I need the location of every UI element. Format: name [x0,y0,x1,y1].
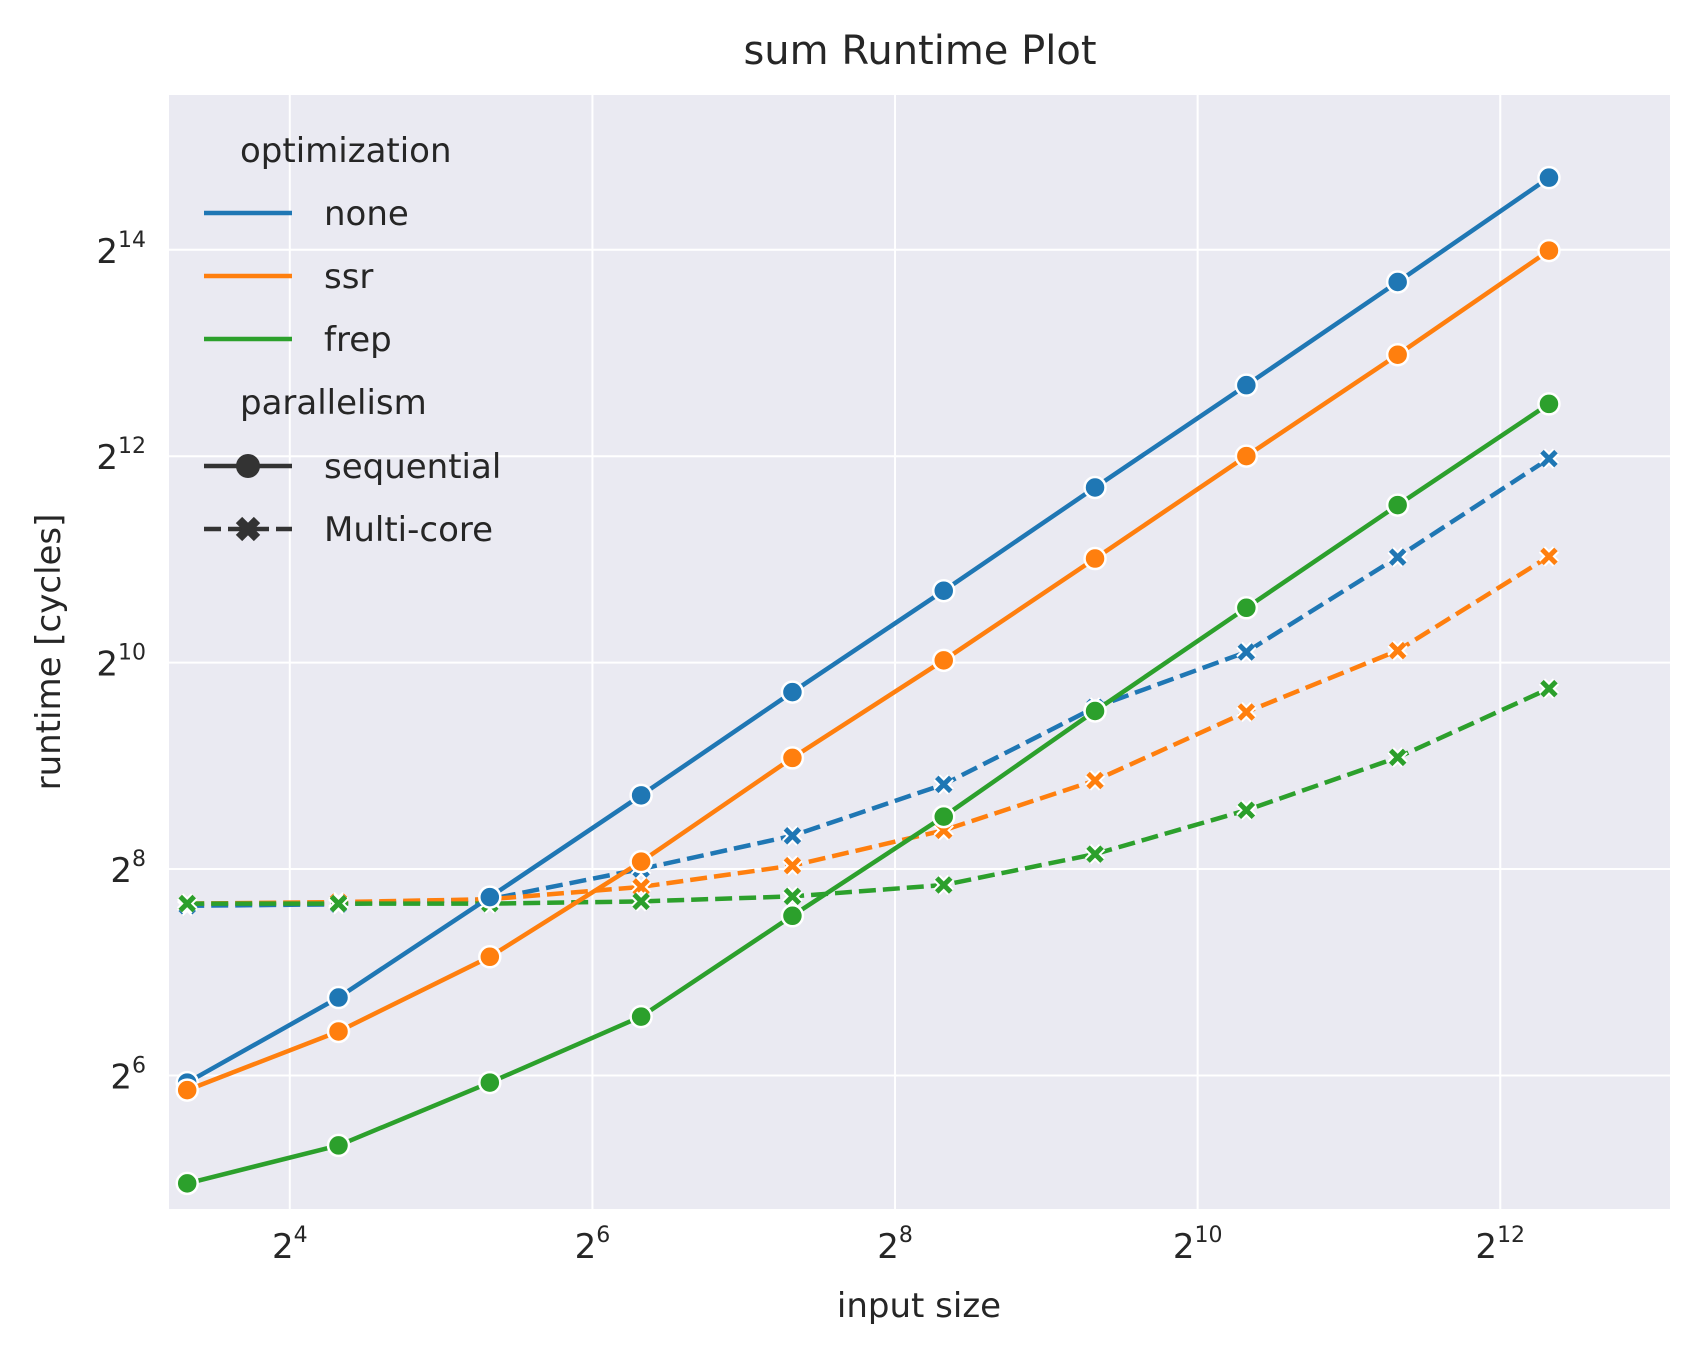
data-point [782,886,803,907]
data-point [1537,165,1561,190]
data-point [478,885,502,909]
data-point [1234,596,1259,620]
data-point [630,876,652,898]
data-point [933,774,954,795]
data-point [1083,546,1107,571]
legend: optimization none ssr frep parallelism sequen… [204,131,501,550]
x-tick-label: 28 [877,1223,913,1267]
legend-item-none: none [324,194,409,234]
y-tick-label: 28 [110,847,146,891]
series-frep-multi-core [177,678,1560,914]
series-ssr-sequential [175,238,1561,1102]
data-point [780,746,805,770]
legend-item-sequential: sequential [324,447,501,487]
data-point [629,1004,653,1029]
data-point [1537,392,1561,416]
data-point [1538,448,1560,469]
data-point [630,891,652,912]
data-point [1385,493,1410,517]
series-frep-sequential [175,392,1561,1196]
y-tick-label: 214 [96,228,146,272]
data-point [933,874,954,896]
plot-area [169,95,1670,1209]
legend-title-parallelism: parallelism [240,383,427,423]
legend-item-ssr: ssr [324,257,373,297]
data-point [629,849,653,874]
data-point [175,1078,199,1102]
data-point [1236,701,1257,723]
y-axis-label: runtime [cycles] [29,514,69,791]
x-axis-ticks: 24 26 28 210 212 [272,1223,1525,1267]
data-point [1236,641,1257,663]
y-tick-label: 26 [110,1053,146,1097]
data-point [1387,640,1408,661]
data-point [328,893,349,914]
data-point [1083,475,1107,500]
data-point [326,985,351,1010]
series-line [186,402,1551,1186]
x-tick-label: 212 [1475,1223,1525,1267]
x-tick-label: 210 [1173,1223,1223,1267]
legend-marker-circle [236,454,260,478]
data-point [1234,444,1259,468]
data-point [782,825,803,846]
x-tick-label: 24 [272,1223,308,1267]
y-tick-label: 212 [96,434,146,478]
data-point [1084,770,1106,791]
x-tick-label: 26 [575,1223,611,1267]
data-point [1538,678,1560,699]
series-line [187,554,1551,906]
data-point [780,904,805,928]
data-point [931,648,956,673]
series-layer [175,165,1561,1196]
data-point [1537,238,1561,263]
data-point [1236,800,1257,821]
series-line [186,175,1551,1085]
data-point [478,945,502,969]
legend-marker-x [235,516,261,542]
series-none-sequential [175,165,1561,1095]
data-point [478,1070,502,1095]
y-tick-label: 210 [96,641,146,685]
chart-title: sum Runtime Plot [743,28,1096,74]
data-point [326,1133,351,1158]
data-point [1234,373,1259,397]
data-point [326,1019,351,1044]
data-point [931,578,956,603]
legend-item-frep: frep [324,320,392,360]
data-point [1538,546,1560,567]
data-point [780,680,805,704]
y-axis-ticks: 26 28 210 212 214 [96,228,146,1098]
legend-title-optimization: optimization [240,131,452,171]
series-line [187,686,1550,906]
data-point [931,804,956,829]
data-point [782,855,803,876]
series-line [186,248,1551,1093]
data-point [1385,270,1410,294]
data-point [629,783,653,808]
data-point [1387,546,1408,568]
data-point [1084,843,1106,865]
data-point [177,893,198,914]
x-axis-label: input size [837,1286,1001,1326]
data-point [1083,699,1107,723]
legend-item-multi-core: Multi-core [324,510,493,550]
grid [169,95,1670,1209]
data-point [1387,747,1408,768]
data-point [175,1171,199,1196]
data-point [1385,342,1410,367]
